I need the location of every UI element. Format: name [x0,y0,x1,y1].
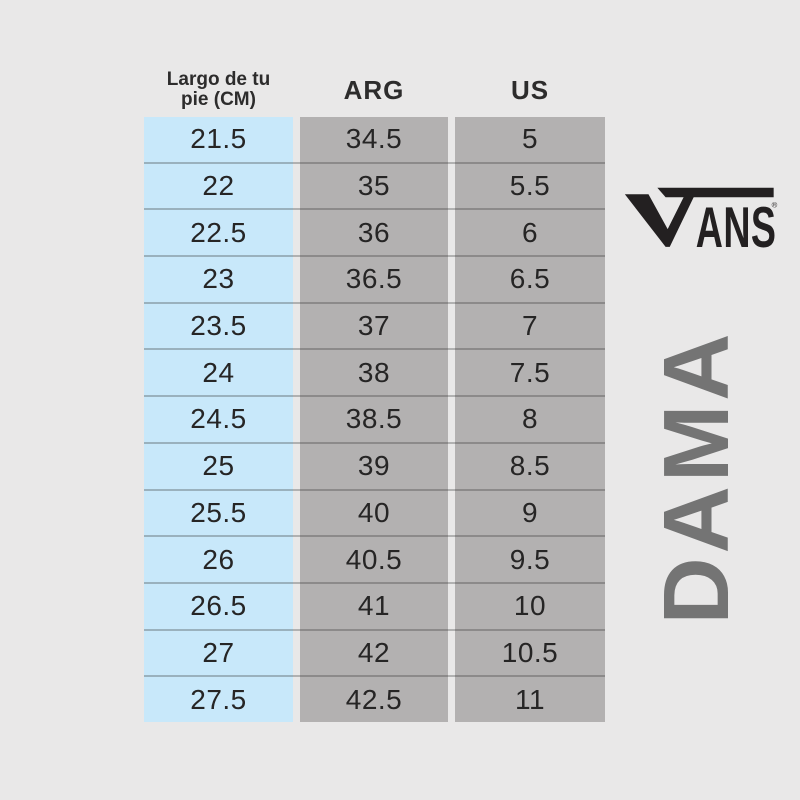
table-row: 26 40.5 9.5 [144,537,605,584]
cell-us: 10 [513,590,547,622]
cell-cm: 25.5 [190,496,247,528]
arg-column-background [300,117,448,722]
cell-us: 6 [521,216,539,248]
column-header-us: US [510,75,550,105]
table-row: 22.5 36 6 [144,210,605,258]
table-row: 25 39 8.5 [144,444,605,491]
cell-cm: 24.5 [190,403,247,435]
cell-us: 5.5 [509,170,551,202]
table-row: 26.5 41 10 [144,584,605,631]
vans-logo-icon: ANS ® [624,187,778,260]
table-row: 24.5 38.5 8 [144,397,605,444]
cell-cm: 21.5 [190,123,247,155]
size-conversion-table: 21.5 34.5 5 22 35 5.5 22.5 36 6 23 36.5 … [144,117,605,722]
svg-text:ANS: ANS [696,196,777,248]
cell-cm: 22.5 [190,216,247,248]
cell-cm: 22 [202,170,235,202]
cell-cm: 23 [202,263,235,295]
cell-us: 7 [521,310,539,342]
cell-us: 9 [521,496,539,528]
vans-logo: ANS ® [622,186,778,260]
gender-category-label: DAMA [643,329,748,625]
cell-cm: 26 [202,543,235,575]
cell-arg: 36.5 [345,263,403,295]
column-header-arg: ARG [343,75,405,105]
cell-us: 7.5 [509,356,551,388]
cell-us: 10.5 [501,636,559,668]
cell-cm: 26.5 [190,590,247,622]
cell-us: 6.5 [509,263,551,295]
cell-arg: 37 [357,310,391,342]
cell-arg: 40 [357,496,391,528]
cell-us: 8.5 [509,450,551,482]
table-row: 23 36.5 6.5 [144,257,605,304]
cell-cm: 27.5 [190,683,247,715]
cell-us: 5 [521,123,539,155]
cell-arg: 36 [357,216,391,248]
table-row: 24 38 7.5 [144,350,605,398]
svg-text:®: ® [772,200,778,209]
cell-us: 11 [514,683,546,715]
us-column-background [455,117,605,722]
cell-arg: 42.5 [345,683,403,715]
cell-us: 8 [521,403,539,435]
cell-arg: 35 [357,170,391,202]
cell-arg: 42 [357,636,391,668]
table-row: 21.5 34.5 5 [144,117,605,164]
cell-arg: 38.5 [345,403,403,435]
cell-arg: 39 [357,450,391,482]
cell-arg: 38 [357,356,391,388]
table-rows: 21.5 34.5 5 22 35 5.5 22.5 36 6 23 36.5 … [144,117,605,722]
cell-arg: 34.5 [345,123,403,155]
cell-us: 9.5 [509,543,551,575]
cell-cm: 27 [202,636,235,668]
table-row: 27.5 42.5 11 [144,677,605,722]
cm-column-background [144,117,293,722]
cell-cm: 24 [202,356,235,388]
cell-arg: 40.5 [345,543,403,575]
table-row: 27 42 10.5 [144,631,605,678]
table-header-row: Largo de tu pie (CM) ARG US [144,58,605,110]
column-header-foot-length: Largo de tu pie (CM) [166,69,271,110]
cell-cm: 23.5 [190,310,247,342]
table-row: 23.5 37 7 [144,304,605,351]
table-row: 25.5 40 9 [144,491,605,538]
cell-cm: 25 [202,450,235,482]
table-row: 22 35 5.5 [144,164,605,211]
cell-arg: 41 [357,590,391,622]
